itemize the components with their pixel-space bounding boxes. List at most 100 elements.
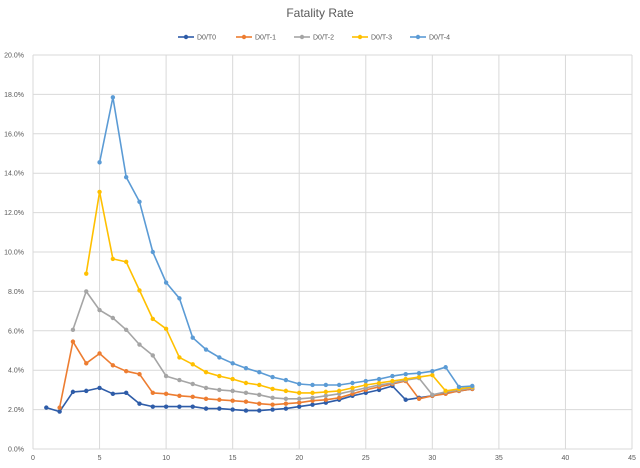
data-point	[163, 326, 169, 332]
data-point	[430, 368, 435, 374]
x-tick-label: 20	[295, 455, 303, 462]
data-point	[57, 409, 62, 414]
data-point	[230, 398, 235, 403]
data-point	[283, 406, 289, 411]
data-point	[190, 404, 195, 409]
data-point	[323, 389, 329, 395]
data-point	[70, 327, 76, 333]
data-point	[430, 392, 435, 398]
data-point	[257, 392, 262, 398]
data-point	[297, 381, 302, 387]
data-point	[336, 382, 342, 388]
data-point	[310, 402, 315, 407]
data-point	[283, 401, 289, 406]
data-point	[270, 402, 275, 407]
axis-labels: 0.0% 2.0% 4.0% 6.0% 8.0% 10.0% 12.0% 14.0% 16.0%…	[4, 53, 636, 463]
data-point	[97, 351, 102, 356]
data-point	[203, 406, 209, 411]
data-point	[110, 95, 116, 100]
data-point	[203, 369, 209, 375]
x-tick-label: 10	[162, 455, 170, 462]
x-tick-label: 45	[628, 455, 636, 462]
x-tick-label: 40	[562, 455, 570, 462]
data-point	[323, 382, 329, 388]
data-point	[443, 388, 448, 394]
x-tick-label: 15	[229, 455, 237, 462]
data-point	[217, 397, 222, 402]
series-lines	[46, 96, 473, 413]
data-point	[443, 365, 448, 370]
data-point	[137, 401, 142, 406]
data-point	[363, 382, 368, 388]
data-point	[177, 393, 182, 399]
y-tick-label: 4.0%	[8, 368, 24, 375]
data-point	[84, 388, 89, 394]
data-point	[163, 373, 169, 379]
data-point	[217, 406, 222, 411]
data-point	[163, 404, 169, 409]
data-point	[376, 376, 382, 382]
data-point	[270, 386, 275, 392]
legend-item: D0/T-2	[294, 35, 334, 42]
data-point	[110, 391, 116, 397]
data-point	[203, 347, 209, 352]
data-point	[470, 383, 475, 389]
data-point	[390, 378, 395, 384]
data-point	[97, 385, 102, 391]
legend-item: D0/T-3	[352, 35, 392, 42]
data-point	[137, 199, 142, 204]
data-point	[97, 160, 102, 165]
data-point	[243, 408, 249, 413]
legend-item: D0/T0	[178, 35, 216, 42]
data-point	[283, 388, 289, 394]
legend-label: D0/T-4	[429, 35, 450, 42]
data-point	[403, 397, 408, 402]
data-point	[257, 408, 262, 413]
data-point	[137, 342, 142, 347]
data-point	[336, 388, 342, 394]
data-point	[323, 397, 329, 402]
gridlines	[32, 54, 633, 450]
legend: D0/T0 D0/T-1 D0/T-2 D0/T-3 D0/T-4	[178, 35, 450, 42]
data-point	[416, 370, 422, 376]
data-point	[243, 399, 249, 404]
data-point	[283, 396, 289, 401]
legend-swatch-marker	[183, 34, 189, 40]
data-point	[150, 353, 155, 358]
data-point	[217, 373, 222, 379]
x-tick-label: 30	[428, 455, 436, 462]
data-point	[283, 377, 289, 383]
y-tick-label: 18.0%	[4, 92, 24, 99]
data-point	[57, 405, 62, 410]
legend-swatch-marker	[357, 34, 363, 40]
y-tick-label: 6.0%	[8, 328, 24, 335]
data-point	[123, 390, 129, 396]
data-point	[390, 373, 395, 379]
data-point	[310, 395, 315, 400]
data-point	[350, 380, 355, 386]
data-point	[70, 389, 76, 395]
legend-label: D0/T0	[197, 35, 216, 42]
series-line-0	[46, 385, 473, 413]
data-point	[110, 256, 116, 262]
data-point	[84, 289, 89, 294]
data-point	[177, 377, 182, 383]
data-point	[163, 391, 169, 397]
y-tick-label: 8.0%	[8, 289, 24, 296]
data-point	[323, 393, 329, 399]
data-point	[177, 355, 182, 360]
y-tick-label: 2.0%	[8, 407, 24, 414]
data-point	[297, 390, 302, 396]
data-point	[97, 189, 102, 195]
chart-title: Fatality Rate	[286, 6, 354, 20]
data-point	[190, 394, 195, 399]
data-point	[123, 368, 129, 374]
legend-item: D0/T-1	[236, 35, 276, 42]
data-point	[257, 382, 262, 388]
legend-swatch-marker	[415, 34, 421, 40]
data-point	[123, 327, 129, 333]
data-point	[243, 380, 249, 386]
legend-swatch-marker	[299, 34, 305, 40]
data-point	[257, 401, 262, 406]
